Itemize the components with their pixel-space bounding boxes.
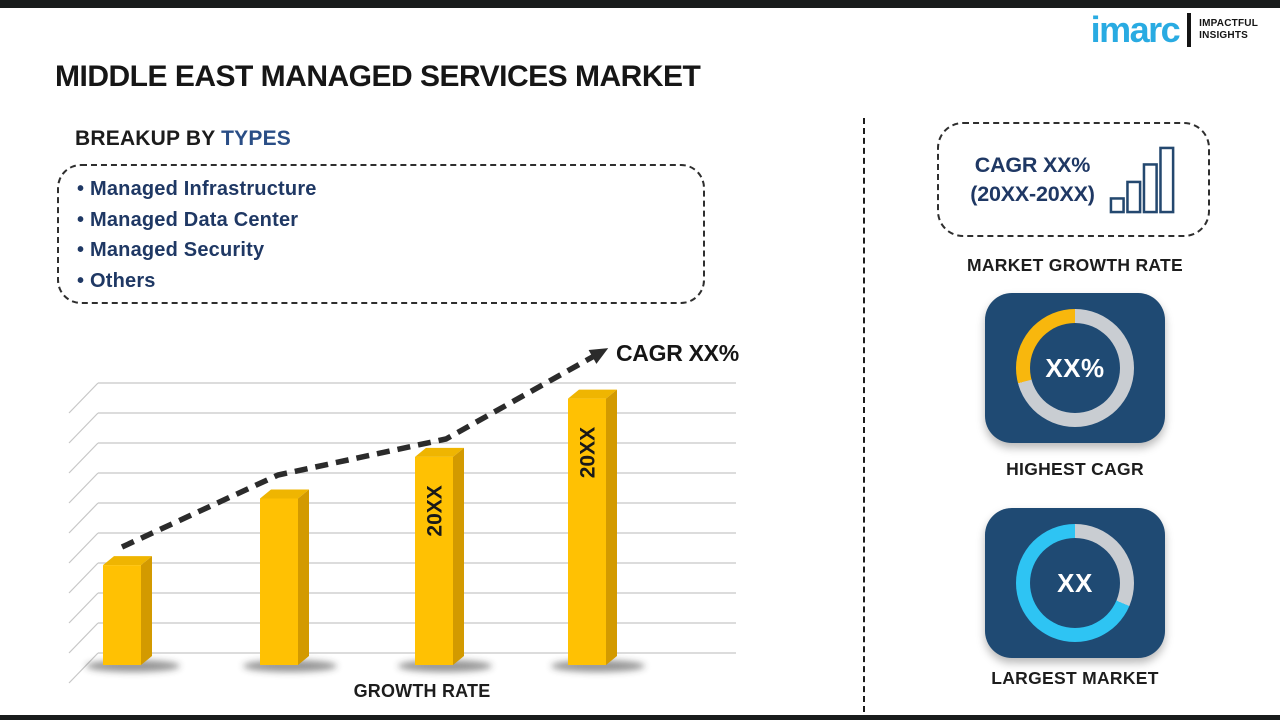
market-growth-rate-caption: MARKET GROWTH RATE <box>966 255 1184 275</box>
highest-cagr-caption: HIGHEST CAGR <box>1006 459 1144 479</box>
donut-hole: XX <box>1030 538 1120 628</box>
breakup-heading: BREAKUP BY TYPES <box>75 127 291 151</box>
logo-tagline-line2: INSIGHTS <box>1199 30 1248 41</box>
list-item: Others <box>77 266 703 297</box>
svg-text:20XX: 20XX <box>424 485 447 536</box>
breakup-types-list: Managed Infrastructure Managed Data Cent… <box>59 166 703 296</box>
donut-hole: XX% <box>1030 323 1120 413</box>
svg-text:20XX: 20XX <box>577 427 600 478</box>
panel-divider <box>863 118 865 712</box>
logo-divider <box>1187 13 1192 47</box>
highest-cagr-value: XX% <box>1045 352 1105 383</box>
breakup-types-box: Managed Infrastructure Managed Data Cent… <box>57 164 705 304</box>
growth-rate-bar-chart: 20XX 20XX <box>68 348 736 684</box>
cagr-range-text: CAGR XX% (20XX-20XX) <box>970 151 1095 208</box>
largest-market-donut-chart: XX <box>1016 524 1134 642</box>
x-axis-label: GROWTH RATE <box>353 681 491 701</box>
logo-tagline: IMPACTFUL INSIGHTS <box>1199 18 1258 43</box>
largest-market-card: XX <box>985 508 1165 658</box>
breakup-heading-highlight: TYPES <box>221 127 291 150</box>
breakup-heading-prefix: BREAKUP BY <box>75 127 222 150</box>
bar-chart-icon <box>1109 146 1175 213</box>
highest-cagr-donut-chart: XX% <box>1016 309 1134 427</box>
logo-tagline-line1: IMPACTFUL <box>1199 17 1258 29</box>
largest-market-value: XX <box>1057 567 1093 598</box>
cagr-years-line: (20XX-20XX) <box>970 181 1095 206</box>
list-item: Managed Infrastructure <box>77 174 703 205</box>
cagr-value-line: CAGR XX% <box>974 152 1091 177</box>
list-item: Managed Security <box>77 235 703 266</box>
top-accent-bar <box>0 0 1280 8</box>
bottom-accent-bar <box>0 715 1280 720</box>
highest-cagr-card: XX% <box>985 293 1165 443</box>
imarc-logo: imarc IMPACTFUL INSIGHTS <box>1091 12 1258 48</box>
cagr-trend-annotation: CAGR XX% <box>616 340 739 366</box>
imarc-logo-wordmark: imarc <box>1090 9 1181 50</box>
list-item: Managed Data Center <box>77 205 703 236</box>
page-title: MIDDLE EAST MANAGED SERVICES MARKET <box>55 60 701 93</box>
largest-market-caption: LARGEST MARKET <box>991 668 1159 688</box>
market-growth-rate-box: CAGR XX% (20XX-20XX) <box>937 122 1210 237</box>
